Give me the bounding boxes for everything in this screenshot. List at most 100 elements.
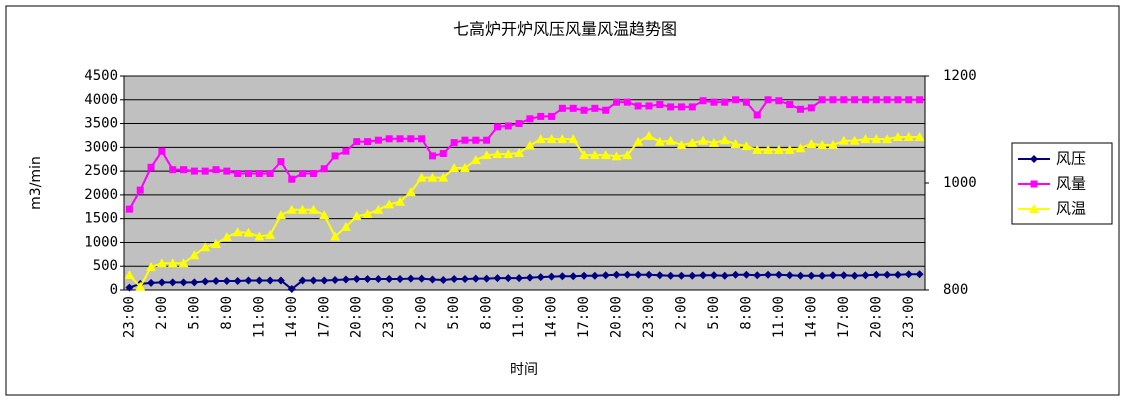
legend-marker [1030, 155, 1038, 163]
point [407, 135, 415, 143]
point [894, 96, 902, 104]
point [331, 152, 339, 160]
point [580, 106, 588, 114]
x-tick-label: 23:00 [381, 296, 397, 338]
point [914, 131, 925, 141]
y-tick-label: 3500 [84, 116, 118, 132]
point [905, 96, 913, 104]
y-tick-label: 4000 [84, 92, 118, 108]
point [275, 210, 286, 220]
point [817, 140, 828, 150]
point [601, 271, 610, 280]
point [600, 150, 611, 160]
point [569, 104, 577, 112]
point [212, 166, 220, 174]
point [872, 270, 881, 279]
point [340, 221, 351, 231]
point [535, 134, 546, 144]
x-tick-label: 11:00 [251, 296, 267, 338]
point [147, 163, 155, 171]
point [201, 277, 210, 286]
legend-label: 风量 [1056, 175, 1086, 193]
point [654, 136, 665, 146]
x-tick-label: 23:00 [901, 296, 917, 338]
point [384, 199, 395, 209]
point [753, 111, 761, 119]
point [385, 275, 394, 284]
point [352, 275, 361, 284]
point [179, 278, 188, 287]
point [558, 272, 567, 281]
point [223, 167, 231, 175]
point [504, 122, 512, 130]
point [838, 135, 849, 145]
point [190, 167, 198, 175]
point [351, 211, 362, 221]
x-tick-label: 8:00 [219, 296, 235, 330]
point [427, 172, 438, 182]
point [254, 231, 265, 241]
point [265, 229, 276, 239]
x-tick-label: 5:00 [706, 296, 722, 330]
point [135, 281, 146, 291]
point [125, 205, 133, 213]
point [395, 196, 406, 206]
point [277, 158, 285, 166]
point [125, 283, 134, 292]
point [158, 147, 166, 155]
point [860, 134, 871, 144]
point [297, 204, 308, 214]
point [775, 97, 783, 105]
point [558, 104, 566, 112]
point [481, 150, 492, 160]
point [157, 278, 166, 287]
point [416, 172, 427, 182]
point [666, 271, 675, 280]
point [299, 169, 307, 177]
point [634, 270, 643, 279]
point [861, 271, 870, 280]
point [591, 104, 599, 112]
point [774, 270, 783, 279]
y-tick-label: 3000 [84, 139, 118, 155]
point [374, 275, 383, 284]
point [677, 271, 686, 280]
point [807, 271, 816, 280]
point [623, 270, 632, 279]
point [548, 112, 556, 120]
point [472, 136, 480, 144]
point [892, 131, 903, 141]
point [883, 270, 892, 279]
point [428, 152, 436, 160]
point [827, 140, 838, 150]
point [319, 210, 330, 220]
point [784, 144, 795, 154]
point [709, 271, 718, 280]
point [222, 276, 231, 285]
x-tick-label: 23:00 [121, 296, 137, 338]
point [124, 270, 135, 280]
point [580, 271, 589, 280]
point [266, 169, 274, 177]
x-tick-label: 11:00 [771, 296, 787, 338]
point [504, 274, 513, 283]
point [732, 96, 740, 104]
point [643, 130, 654, 140]
point [676, 140, 687, 150]
point [342, 147, 350, 155]
point [169, 166, 177, 174]
point [418, 135, 426, 143]
point [526, 115, 534, 123]
point [298, 276, 307, 285]
point [180, 166, 188, 174]
point [536, 273, 545, 282]
point [309, 169, 317, 177]
x-tick-label: 2:00 [154, 296, 170, 330]
point [156, 258, 167, 268]
legend-marker [1029, 204, 1039, 213]
point [721, 98, 729, 106]
point [515, 120, 523, 128]
point [461, 136, 469, 144]
point [255, 169, 263, 177]
point [589, 150, 600, 160]
